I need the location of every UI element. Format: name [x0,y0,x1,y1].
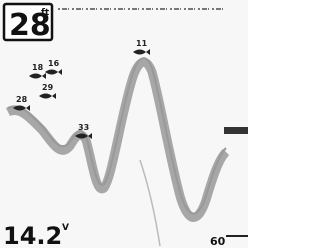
fish-depth: 33 [78,123,89,132]
scale-max: 60 [210,235,226,248]
fish-depth: 11 [136,39,148,48]
fish-depth: 28 [16,95,28,104]
depth-cursor [224,127,248,134]
fish-depth: 29 [42,83,54,92]
voltage-value: 14.2 [3,222,62,248]
fish-depth: 16 [48,59,60,68]
depth-unit: ft [41,8,50,18]
voltage-unit: V [62,223,69,233]
fish-depth: 18 [32,63,44,72]
